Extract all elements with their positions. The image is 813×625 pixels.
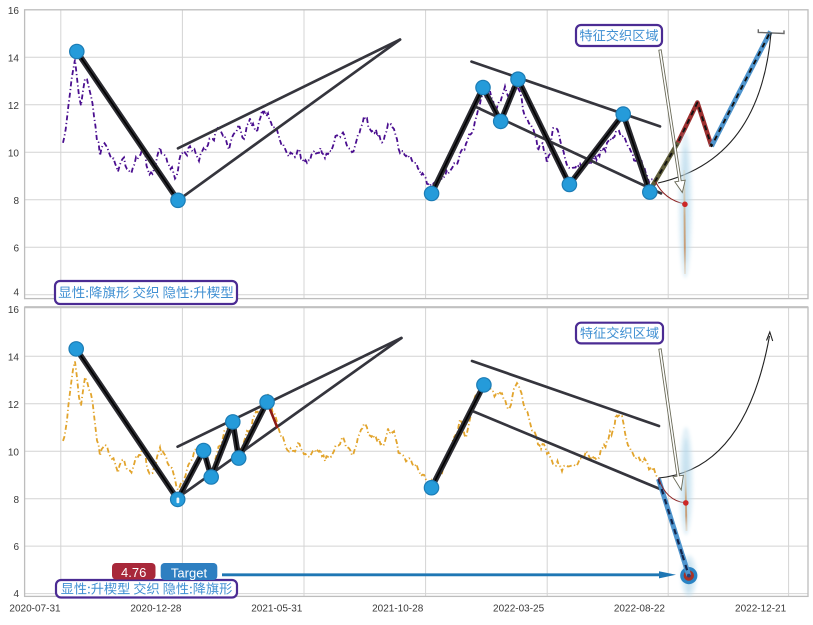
svg-text:4: 4 <box>13 589 19 600</box>
svg-text:Target: Target <box>171 565 208 580</box>
svg-text:10: 10 <box>8 148 20 159</box>
svg-text:4: 4 <box>13 287 19 298</box>
svg-text:16: 16 <box>8 305 20 316</box>
svg-text:2020-12-28: 2020-12-28 <box>130 604 182 615</box>
svg-text:8: 8 <box>13 196 19 207</box>
svg-text:4.76: 4.76 <box>121 565 146 580</box>
svg-text:2021-10-28: 2021-10-28 <box>372 604 424 615</box>
svg-text:2022-08-22: 2022-08-22 <box>614 604 666 615</box>
svg-text:2022-03-25: 2022-03-25 <box>493 604 545 615</box>
svg-text:16: 16 <box>8 6 20 17</box>
svg-text:6: 6 <box>13 542 19 553</box>
svg-text:12: 12 <box>8 400 20 411</box>
svg-text:8: 8 <box>13 495 19 506</box>
svg-text:6: 6 <box>13 243 19 254</box>
svg-text:14: 14 <box>8 352 20 363</box>
svg-text:12: 12 <box>8 101 20 112</box>
svg-text:2022-12-21: 2022-12-21 <box>735 604 787 615</box>
svg-text:14: 14 <box>8 54 20 65</box>
svg-text:10: 10 <box>8 447 20 458</box>
svg-text:2020-07-31: 2020-07-31 <box>9 604 61 615</box>
svg-text:2021-05-31: 2021-05-31 <box>251 604 303 615</box>
